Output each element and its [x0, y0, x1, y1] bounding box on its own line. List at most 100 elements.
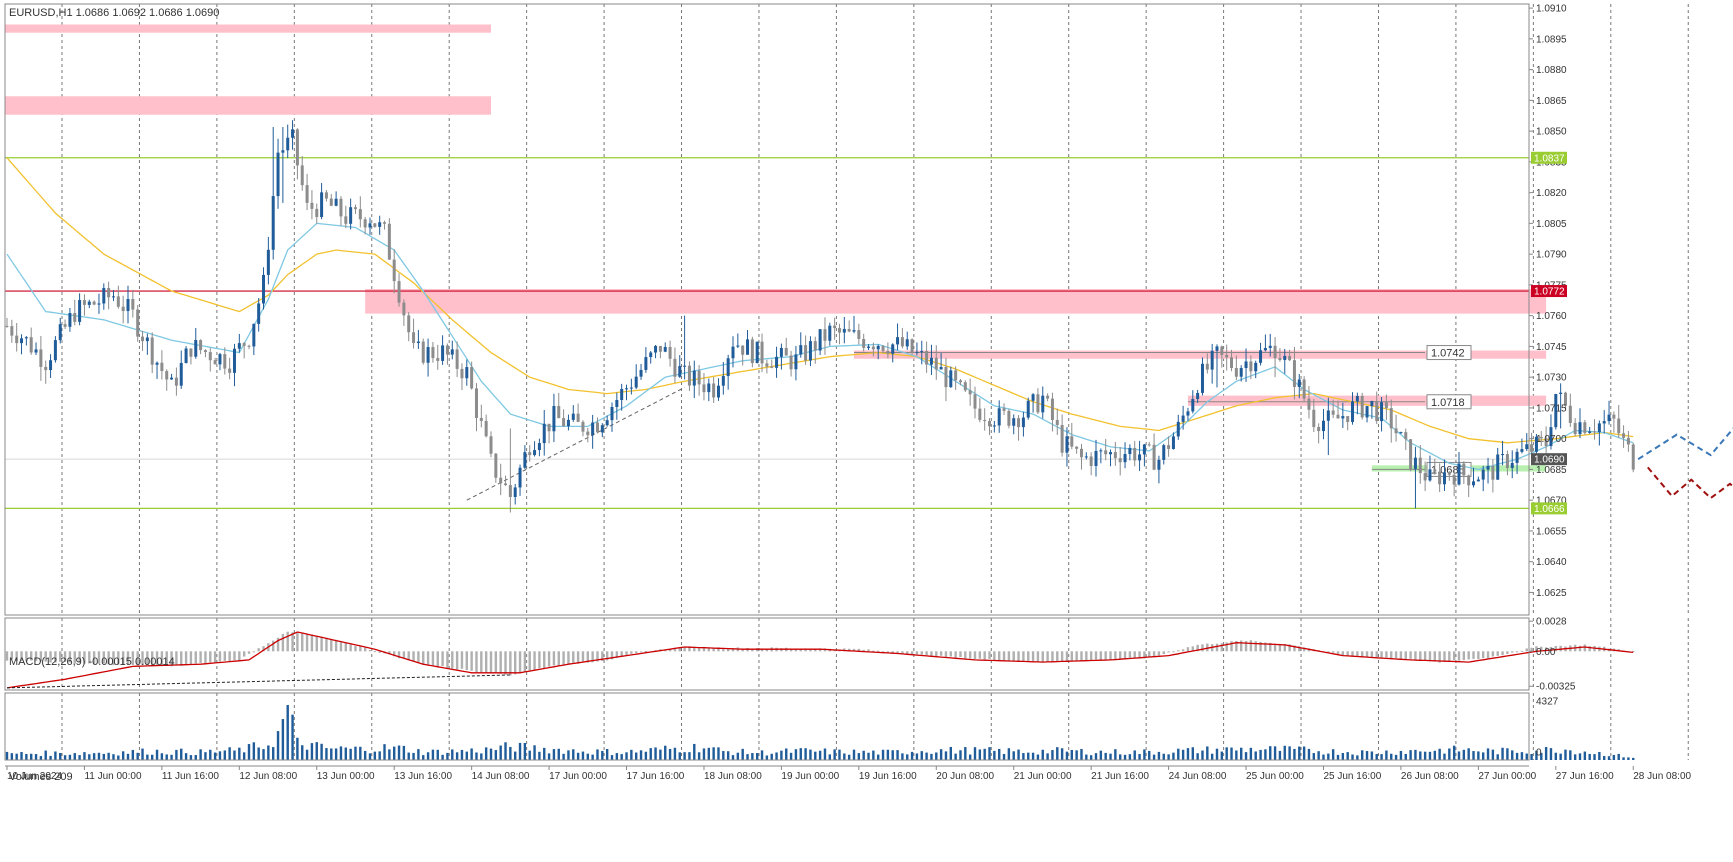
- candle: [1109, 452, 1113, 455]
- volume-bar: [257, 747, 260, 760]
- macd-bar: [1056, 651, 1059, 662]
- candle: [1351, 401, 1355, 422]
- forecast-up-path[interactable]: [1637, 404, 1733, 461]
- candle: [891, 344, 895, 354]
- macd-bar: [121, 651, 125, 665]
- candle: [1462, 463, 1466, 476]
- candle: [1205, 363, 1209, 370]
- candle: [1133, 447, 1137, 461]
- candle: [1457, 463, 1461, 485]
- macd-bar: [1075, 651, 1078, 661]
- candle: [847, 328, 851, 332]
- macd-bar: [291, 632, 294, 652]
- candle: [470, 367, 474, 389]
- candle: [232, 348, 236, 373]
- volume-bar: [518, 742, 522, 760]
- macd-bar: [1283, 643, 1286, 652]
- candle: [237, 343, 241, 349]
- candle: [1244, 361, 1248, 369]
- candle: [1079, 448, 1083, 458]
- macd-bar: [242, 651, 246, 657]
- macd-bar: [514, 651, 517, 675]
- candle: [1554, 394, 1558, 428]
- candle: [184, 348, 188, 363]
- macd-bar: [441, 651, 444, 667]
- macd-bar: [112, 651, 115, 666]
- macd-bar: [605, 651, 609, 661]
- volume-bar: [1419, 751, 1422, 760]
- volume-bar: [785, 748, 788, 760]
- volume-bar: [412, 752, 415, 760]
- macd-bar: [1278, 643, 1282, 652]
- volume-bar: [722, 751, 725, 760]
- candle: [750, 339, 754, 364]
- macd-bar: [1467, 651, 1470, 660]
- macd-bar: [1632, 651, 1635, 653]
- macd-bar: [141, 651, 144, 666]
- volume-bar: [1569, 750, 1572, 760]
- macd-bar: [1511, 651, 1514, 653]
- candle: [1510, 462, 1514, 468]
- candle: [542, 423, 546, 444]
- macd-bar: [954, 651, 957, 658]
- macd-bar: [359, 646, 362, 652]
- volume-bar: [1269, 746, 1272, 760]
- macd-bar: [959, 651, 962, 658]
- macd-signal-line: [6, 631, 1634, 689]
- macd-bar: [117, 651, 120, 665]
- macd-bar: [402, 651, 406, 659]
- candle: [1602, 421, 1606, 424]
- volume-bar: [252, 742, 256, 760]
- candle: [1017, 418, 1021, 428]
- macd-bar: [88, 651, 91, 664]
- macd-bar: [1060, 651, 1064, 662]
- candle: [1331, 410, 1335, 415]
- volume-bar: [1152, 754, 1156, 760]
- macd-bar: [804, 648, 807, 652]
- macd-bar: [194, 651, 197, 664]
- volume-bar: [1423, 751, 1427, 760]
- candle: [741, 345, 745, 355]
- price-tick-label: 1.0715: [1536, 403, 1567, 414]
- candle: [581, 421, 585, 432]
- candle: [1452, 474, 1456, 485]
- volume-bar: [697, 752, 701, 760]
- candle: [484, 420, 488, 437]
- candle: [68, 313, 72, 327]
- macd-bar: [446, 651, 449, 668]
- macd-bar: [1409, 651, 1412, 659]
- time-tick-label: 19 Jun 00:00: [781, 771, 839, 782]
- volume-bar: [170, 754, 173, 760]
- macd-bar: [1104, 651, 1107, 660]
- candle: [1288, 355, 1292, 361]
- candle: [533, 450, 537, 456]
- candle: [324, 192, 328, 199]
- trendline[interactable]: [466, 386, 685, 501]
- volume-bar: [1119, 754, 1122, 760]
- volume-tick-label: 0: [1536, 748, 1542, 759]
- candle: [591, 422, 595, 436]
- candle: [344, 216, 348, 224]
- candle: [925, 351, 929, 365]
- candle: [49, 360, 53, 371]
- candle: [1007, 410, 1011, 426]
- macd-bar: [1133, 651, 1136, 658]
- volume-bar: [73, 753, 76, 760]
- volume-bar: [349, 748, 352, 760]
- macd-bar: [349, 644, 352, 652]
- macd-bar: [499, 651, 502, 674]
- forecast-down-path[interactable]: [1647, 466, 1733, 557]
- candle: [1476, 479, 1480, 482]
- volumes-header: Volumes 209: [9, 771, 73, 783]
- macd-bar: [988, 651, 991, 659]
- macd-bar: [83, 651, 86, 664]
- volume-bar: [915, 753, 919, 760]
- price-tick-label: 1.0625: [1536, 588, 1567, 599]
- volume-bar: [1380, 754, 1383, 760]
- volume-bar: [983, 748, 986, 760]
- candle: [963, 382, 967, 391]
- volume-bar: [1099, 750, 1103, 760]
- macd-bar: [146, 651, 149, 666]
- volume-bar: [702, 748, 706, 760]
- macd-bar: [760, 648, 764, 652]
